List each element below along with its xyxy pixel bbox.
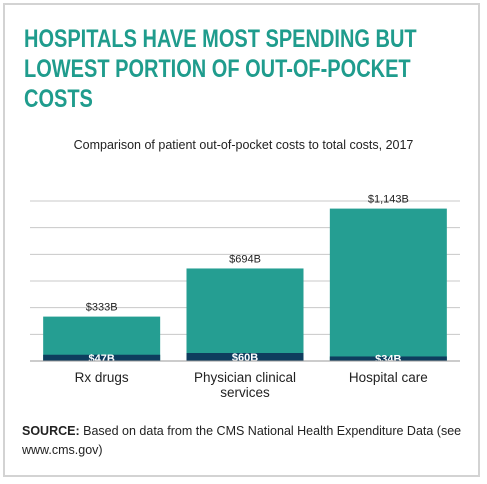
- value-label: $47B: [89, 353, 115, 365]
- value-label: $333B: [86, 302, 118, 314]
- source-note: SOURCE: Based on data from the CMS Natio…: [22, 422, 467, 460]
- x-tick-label: Hospital care: [348, 370, 428, 385]
- bar: [186, 353, 304, 361]
- frame: [3, 3, 480, 477]
- value-label: $60B: [232, 352, 258, 364]
- bar: [186, 268, 304, 361]
- value-label: $1,143B: [368, 194, 409, 206]
- bar: [43, 316, 161, 361]
- x-tick-label: Rx drugs: [74, 370, 129, 385]
- bar: [43, 354, 161, 361]
- value-label: $694B: [229, 253, 261, 265]
- value-label: $34B: [375, 354, 401, 366]
- bar: [329, 208, 447, 361]
- source-label: SOURCE:: [22, 424, 80, 438]
- chart-subtitle: Comparison of patient out-of-pocket cost…: [73, 138, 414, 152]
- bar: [329, 356, 447, 361]
- source-text: Based on data from the CMS National Heal…: [22, 424, 462, 457]
- x-tick-label: Physician clinical services: [193, 370, 297, 400]
- chart-title: HOSPITALS HAVE MOST SPENDING BUT LOWEST …: [24, 25, 417, 113]
